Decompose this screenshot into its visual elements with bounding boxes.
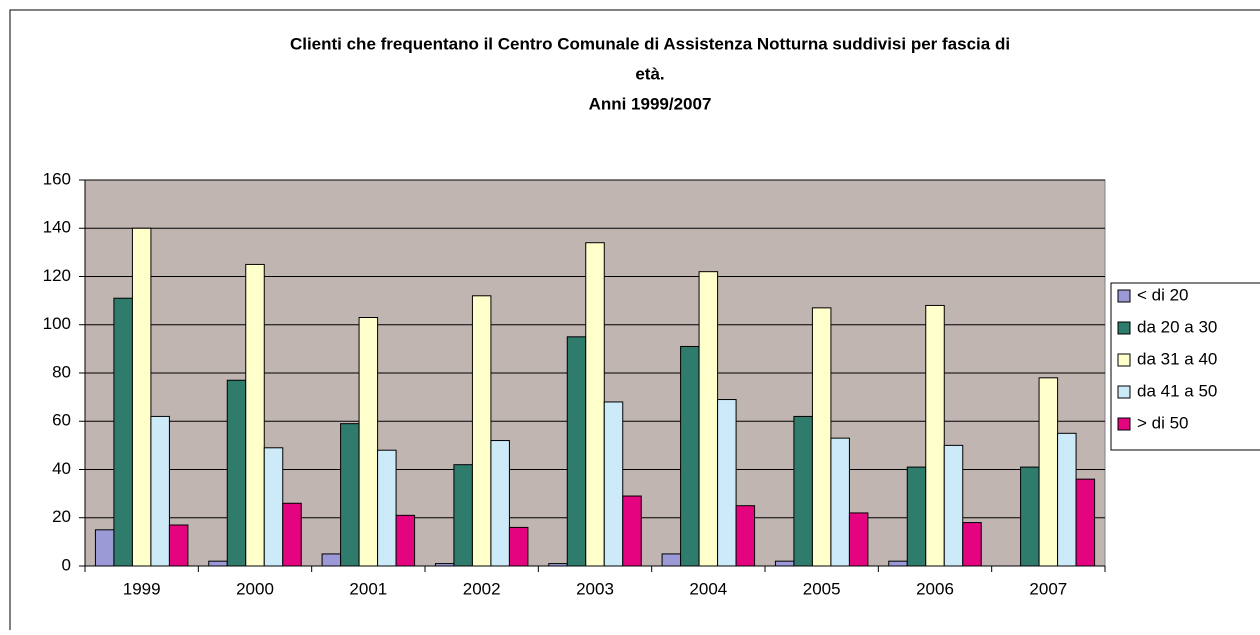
y-tick-label: 160 <box>43 169 71 188</box>
x-tick-label: 2001 <box>349 579 387 598</box>
bar <box>566 336 587 567</box>
x-tick-label: 2006 <box>916 579 954 598</box>
legend-label: da 20 a 30 <box>1137 317 1217 336</box>
bar <box>1020 466 1040 567</box>
bar <box>848 512 869 567</box>
bar <box>321 553 342 567</box>
bar <box>661 553 682 567</box>
bar <box>774 560 795 567</box>
bar <box>131 227 152 567</box>
legend-swatch <box>1117 321 1131 335</box>
legend-swatch <box>1117 289 1131 303</box>
bar <box>508 526 529 567</box>
y-tick-label: 100 <box>43 314 71 333</box>
bar <box>377 449 397 567</box>
bar <box>208 560 228 567</box>
chart-title: età. <box>635 64 664 83</box>
y-tick-label: 60 <box>52 411 71 430</box>
bar <box>94 529 115 567</box>
x-tick-label: 2002 <box>463 579 501 598</box>
chart-title: Anni 1999/2007 <box>589 94 712 113</box>
bar <box>263 447 284 567</box>
bar <box>943 444 964 567</box>
bar <box>490 440 510 567</box>
bar <box>358 317 379 567</box>
legend-label: da 41 a 50 <box>1137 381 1217 400</box>
legend-label: < di 20 <box>1137 285 1189 304</box>
legend-swatch <box>1117 417 1131 431</box>
bar <box>453 464 473 567</box>
bar <box>471 295 492 567</box>
bar <box>793 415 813 567</box>
x-tick-label: 2005 <box>803 579 841 598</box>
legend-swatch <box>1117 385 1131 399</box>
y-tick-label: 0 <box>62 555 71 574</box>
bar <box>925 304 945 567</box>
bar <box>811 307 832 567</box>
bar <box>906 466 927 567</box>
x-tick-label: 2000 <box>236 579 274 598</box>
x-tick-label: 2003 <box>576 579 614 598</box>
legend-swatch <box>1117 353 1131 367</box>
bar <box>735 505 756 567</box>
bar <box>340 423 360 567</box>
y-tick-label: 40 <box>52 459 71 478</box>
bar <box>622 495 642 567</box>
bar <box>282 502 302 567</box>
bar <box>395 514 416 567</box>
bar <box>1075 478 1096 567</box>
legend-label: > di 50 <box>1137 413 1189 432</box>
bar <box>1038 377 1059 567</box>
legend-box <box>1110 282 1260 451</box>
bar <box>830 437 850 567</box>
chart-title: Clienti che frequentano il Centro Comuna… <box>290 34 1010 53</box>
bar <box>434 563 455 567</box>
bar <box>603 401 624 567</box>
y-tick-label: 80 <box>52 362 71 381</box>
x-tick-label: 2004 <box>689 579 727 598</box>
x-tick-label: 2007 <box>1029 579 1067 598</box>
bar <box>962 522 982 567</box>
bar <box>113 297 133 567</box>
y-tick-label: 120 <box>43 266 71 285</box>
bar <box>888 560 908 567</box>
y-tick-label: 20 <box>52 507 71 526</box>
bar <box>150 415 170 567</box>
bar <box>548 563 568 567</box>
x-tick-label: 1999 <box>123 579 161 598</box>
bar <box>1057 432 1077 567</box>
bar <box>245 263 265 567</box>
bar <box>717 399 737 567</box>
bar <box>168 524 189 567</box>
bar <box>680 345 700 567</box>
bar <box>698 271 719 567</box>
bar <box>585 242 605 567</box>
bar <box>226 379 247 567</box>
y-tick-label: 140 <box>43 218 71 237</box>
legend-label: da 31 a 40 <box>1137 349 1217 368</box>
